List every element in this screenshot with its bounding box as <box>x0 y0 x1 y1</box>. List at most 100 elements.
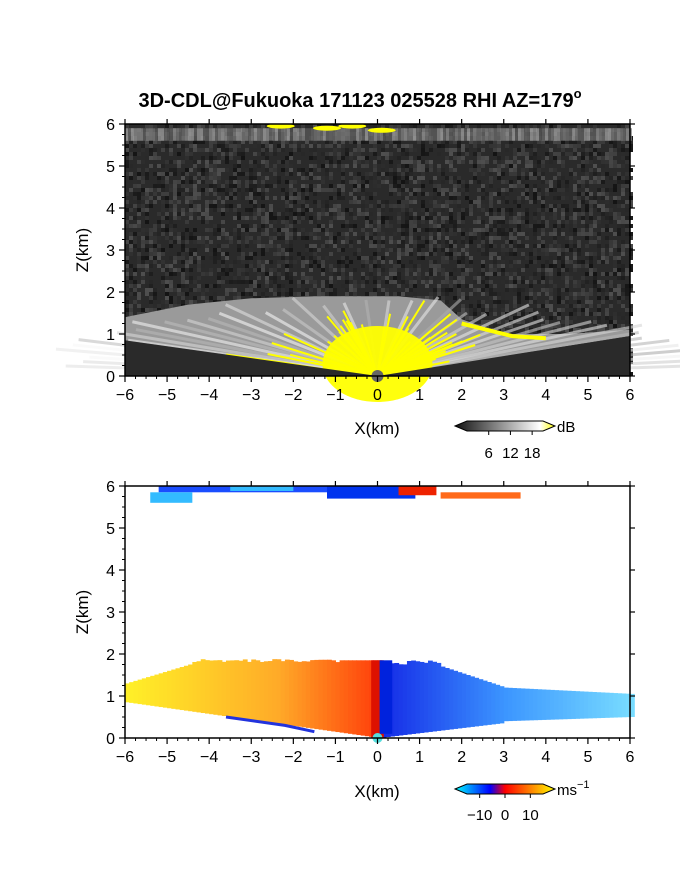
noise-cell <box>253 280 257 284</box>
noise-cell <box>349 244 353 248</box>
noise-cell <box>609 292 613 296</box>
noise-cell <box>273 220 277 224</box>
noise-cell <box>145 196 149 200</box>
noise-cell <box>569 248 573 252</box>
noise-cell <box>401 272 405 276</box>
noise-cell <box>565 320 569 324</box>
noise-cell <box>445 216 449 220</box>
noise-cell <box>269 236 273 240</box>
noise-cell <box>149 148 153 152</box>
noise-cell <box>301 260 305 264</box>
noise-cell <box>589 304 593 308</box>
noise-cell <box>217 276 221 280</box>
noise-cell <box>581 180 585 184</box>
noise-cell <box>309 272 313 276</box>
noise-cell <box>437 228 441 232</box>
noise-cell <box>401 252 405 256</box>
noise-cell <box>333 292 337 296</box>
noise-cell <box>617 268 621 272</box>
noise-cell <box>429 200 433 204</box>
noise-cell <box>589 156 593 160</box>
noise-cell <box>529 276 533 280</box>
noise-cell <box>493 268 497 272</box>
noise-cell <box>377 268 381 272</box>
noise-cell <box>337 148 341 152</box>
noise-cell <box>185 200 189 204</box>
noise-cell <box>149 272 153 276</box>
noise-cell <box>425 124 429 128</box>
noise-cell <box>589 288 593 292</box>
noise-cell <box>593 152 597 156</box>
noise-cell <box>401 236 405 240</box>
noise-cell <box>457 296 461 300</box>
noise-band-cell <box>473 128 476 141</box>
noise-cell <box>525 244 529 248</box>
noise-cell <box>357 200 361 204</box>
noise-cell <box>353 180 357 184</box>
noise-cell <box>245 288 249 292</box>
noise-cell <box>249 172 253 176</box>
noise-cell <box>393 240 397 244</box>
noise-cell <box>421 236 425 240</box>
noise-cell <box>161 164 165 168</box>
noise-cell <box>289 152 293 156</box>
noise-cell <box>497 144 501 148</box>
noise-cell <box>617 176 621 180</box>
noise-cell <box>597 240 601 244</box>
noise-cell <box>157 168 161 172</box>
noise-cell <box>529 160 533 164</box>
noise-cell <box>197 264 201 268</box>
noise-cell <box>285 208 289 212</box>
noise-cell <box>425 168 429 172</box>
noise-cell <box>317 200 321 204</box>
noise-cell <box>393 156 397 160</box>
noise-cell <box>265 144 269 148</box>
noise-cell <box>401 152 405 156</box>
noise-band-cell <box>479 128 482 141</box>
noise-band-cell <box>347 128 350 141</box>
noise-band-cell <box>326 128 329 141</box>
noise-cell <box>465 300 469 304</box>
noise-cell <box>597 292 601 296</box>
noise-cell <box>317 292 321 296</box>
noise-cell <box>321 280 325 284</box>
noise-cell <box>345 148 349 152</box>
noise-cell <box>405 184 409 188</box>
noise-cell <box>629 140 633 144</box>
noise-cell <box>513 304 517 308</box>
noise-cell <box>393 204 397 208</box>
noise-cell <box>481 224 485 228</box>
noise-cell <box>137 232 141 236</box>
noise-cell <box>553 216 557 220</box>
noise-cell <box>357 160 361 164</box>
noise-cell <box>189 256 193 260</box>
noise-cell <box>609 152 613 156</box>
noise-cell <box>341 224 345 228</box>
noise-cell <box>329 164 333 168</box>
noise-cell <box>341 156 345 160</box>
noise-cell <box>629 176 633 180</box>
noise-cell <box>541 288 545 292</box>
noise-cell <box>629 192 633 196</box>
noise-cell <box>385 236 389 240</box>
noise-cell <box>425 208 429 212</box>
noise-cell <box>505 192 509 196</box>
noise-band-cell <box>164 128 167 141</box>
noise-cell <box>377 264 381 268</box>
noise-cell <box>565 220 569 224</box>
noise-cell <box>205 148 209 152</box>
noise-band-cell <box>131 128 134 141</box>
noise-cell <box>169 172 173 176</box>
noise-cell <box>465 244 469 248</box>
noise-cell <box>521 168 525 172</box>
noise-cell <box>181 296 185 300</box>
noise-cell <box>577 196 581 200</box>
noise-cell <box>373 264 377 268</box>
noise-cell <box>237 248 241 252</box>
noise-cell <box>261 152 265 156</box>
noise-cell <box>185 208 189 212</box>
noise-cell <box>253 260 257 264</box>
noise-cell <box>337 196 341 200</box>
noise-cell <box>285 220 289 224</box>
noise-cell <box>321 228 325 232</box>
